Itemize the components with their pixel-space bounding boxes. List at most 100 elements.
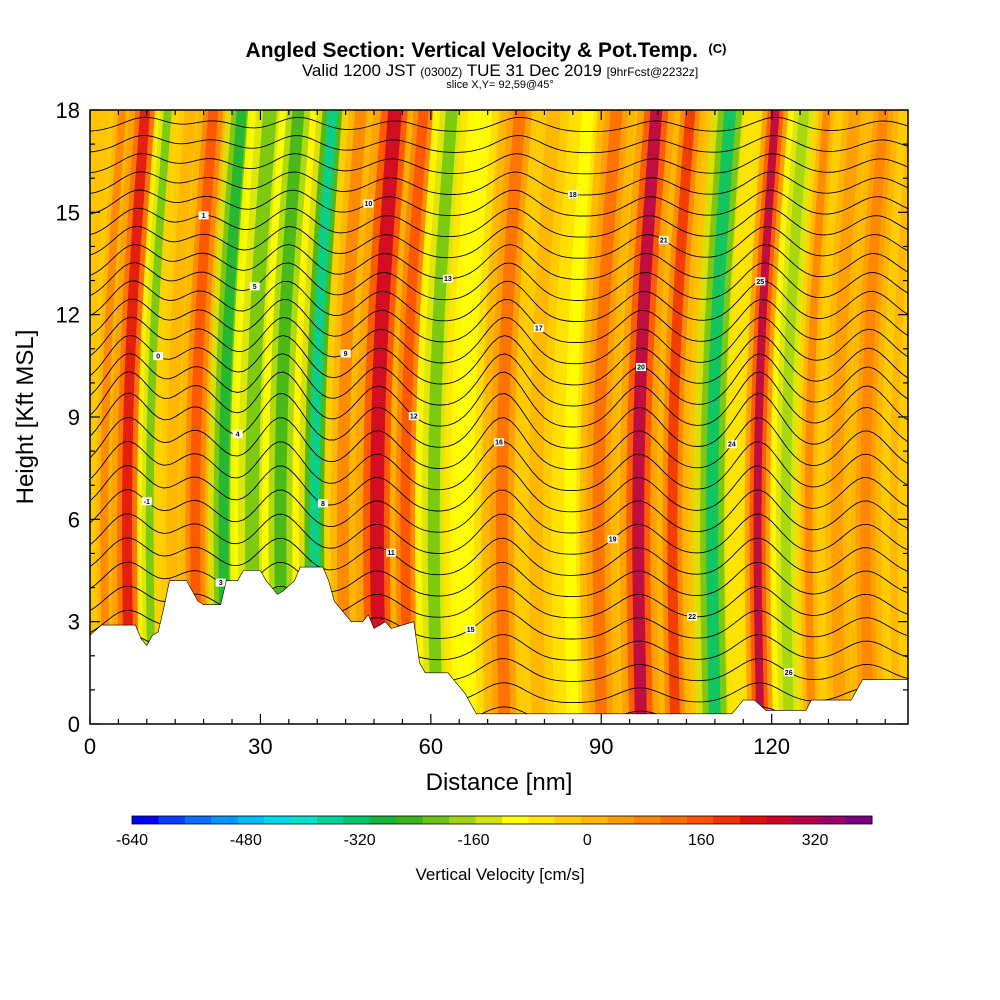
- theta-contour-label: 21: [658, 236, 669, 245]
- theta-contour-label: 15: [465, 625, 476, 634]
- velocity-band: [731, 110, 756, 724]
- svg-text:-1: -1: [144, 499, 150, 506]
- velocity-band: [456, 110, 487, 724]
- colorbar-swatch: [237, 816, 265, 824]
- theta-contour-line: [90, 171, 908, 196]
- theta-contour-line: [90, 334, 908, 386]
- theta-contour-label: 16: [494, 438, 504, 447]
- velocity-band: [804, 110, 831, 724]
- theta-contour-label: 26: [783, 668, 794, 677]
- subtitle-utc: (0300Z): [420, 65, 462, 79]
- svg-text:15: 15: [467, 627, 475, 634]
- velocity-band: [400, 110, 429, 724]
- colorbar-tick-label: -320: [344, 832, 376, 849]
- theta-contour-line: [90, 513, 908, 555]
- colorbar-swatch: [184, 816, 212, 824]
- theta-contour-line: [90, 110, 838, 111]
- colorbar-tick-label: -480: [230, 832, 262, 849]
- theta-contour-line: [90, 225, 908, 259]
- chart-title: Angled Section: Vertical Velocity & Pot.…: [246, 39, 727, 62]
- x-axis: 0 30 60 90 120: [84, 110, 886, 759]
- y-tick-label: 12: [56, 303, 80, 328]
- theta-contour-line: [90, 465, 908, 513]
- theta-contour-line: [90, 489, 908, 534]
- svg-text:11: 11: [387, 550, 395, 557]
- velocity-band: [427, 110, 458, 724]
- colorbar-tick-label: 160: [688, 832, 715, 849]
- y-tick-label: 0: [68, 712, 80, 737]
- velocity-field: [91, 110, 908, 724]
- chart-title-unit: (C): [708, 41, 726, 56]
- velocity-band: [831, 110, 862, 724]
- theta-contour-line: [90, 189, 908, 217]
- y-tick-label: 9: [68, 405, 80, 430]
- colorbar-swatch: [581, 816, 609, 824]
- velocity-band: [632, 110, 663, 724]
- colorbar-swatch: [713, 816, 741, 824]
- theta-contour-label: 10: [363, 199, 374, 208]
- colorbar-swatch: [819, 816, 847, 824]
- velocity-band: [370, 110, 402, 724]
- theta-contour-label: 17: [533, 323, 544, 332]
- theta-contour-label: 3: [215, 578, 226, 587]
- svg-text:22: 22: [688, 614, 696, 621]
- colorbar-swatch: [264, 816, 292, 824]
- colorbar-swatch: [792, 816, 820, 824]
- svg-text:13: 13: [444, 276, 452, 283]
- velocity-band: [166, 110, 197, 724]
- theta-contour-line: [90, 416, 908, 470]
- colorbar-title: Vertical Velocity [cm/s]: [415, 865, 584, 884]
- x-tick-label: 120: [753, 734, 790, 759]
- theta-contour-line: [90, 392, 908, 449]
- colorbar-swatch: [554, 816, 582, 824]
- svg-text:21: 21: [660, 238, 668, 245]
- theta-contour-label: 25: [755, 277, 766, 286]
- svg-text:12: 12: [410, 414, 418, 421]
- svg-text:10: 10: [364, 201, 372, 208]
- svg-text:4: 4: [236, 432, 240, 439]
- colorbar-swatch: [132, 816, 159, 824]
- y-tick-label: 6: [68, 507, 80, 532]
- colorbar-swatch: [369, 816, 397, 824]
- colorbar-swatch: [396, 816, 424, 824]
- theta-contour-label: 1: [198, 211, 209, 220]
- chart-subtitle: Valid 1200 JST (0300Z) TUE 31 Dec 2019 […: [302, 61, 698, 80]
- y-tick-label: 15: [56, 200, 80, 225]
- theta-contour-line: [90, 262, 908, 301]
- velocity-band: [860, 110, 889, 724]
- theta-contour-line: [90, 207, 908, 238]
- chart-title-text: Angled Section: Vertical Velocity & Pot.…: [246, 39, 698, 62]
- colorbar-tick-label: -640: [116, 832, 148, 849]
- theta-contour-line: [90, 352, 908, 407]
- velocity-band: [564, 110, 595, 724]
- theta-contour-label: 13: [442, 274, 453, 283]
- colorbar-swatch: [845, 816, 873, 824]
- theta-contour-line: [90, 298, 908, 344]
- subtitle-date: TUE 31 Dec 2019: [467, 61, 602, 80]
- colorbar-swatch: [660, 816, 688, 824]
- theta-contour-label: 18: [567, 190, 578, 199]
- svg-text:18: 18: [569, 192, 577, 199]
- x-tick-label: 0: [84, 734, 96, 759]
- theta-contour-label: 12: [408, 412, 419, 421]
- x-tick-label: 60: [419, 734, 443, 759]
- colorbar-swatch: [766, 816, 794, 824]
- colorbar-swatch: [290, 816, 318, 824]
- x-axis-title: Distance [nm]: [426, 769, 573, 796]
- svg-text:26: 26: [785, 670, 793, 677]
- colorbar-swatch: [317, 816, 344, 824]
- subtitle-valid: Valid 1200 JST: [302, 61, 416, 80]
- colorbar-tick-label: 0: [583, 832, 592, 849]
- y-tick-label: 18: [56, 98, 80, 123]
- colorbar-swatch: [158, 816, 186, 824]
- svg-text:8: 8: [321, 501, 325, 508]
- theta-contour-label: 22: [687, 612, 698, 621]
- x-tick-label: 30: [248, 734, 272, 759]
- theta-contour-label: 0: [153, 352, 164, 361]
- theta-contour-line: [90, 316, 908, 365]
- theta-contour-line: [90, 537, 908, 576]
- colorbar-swatch: [634, 816, 662, 824]
- x-tick-label: 90: [589, 734, 613, 759]
